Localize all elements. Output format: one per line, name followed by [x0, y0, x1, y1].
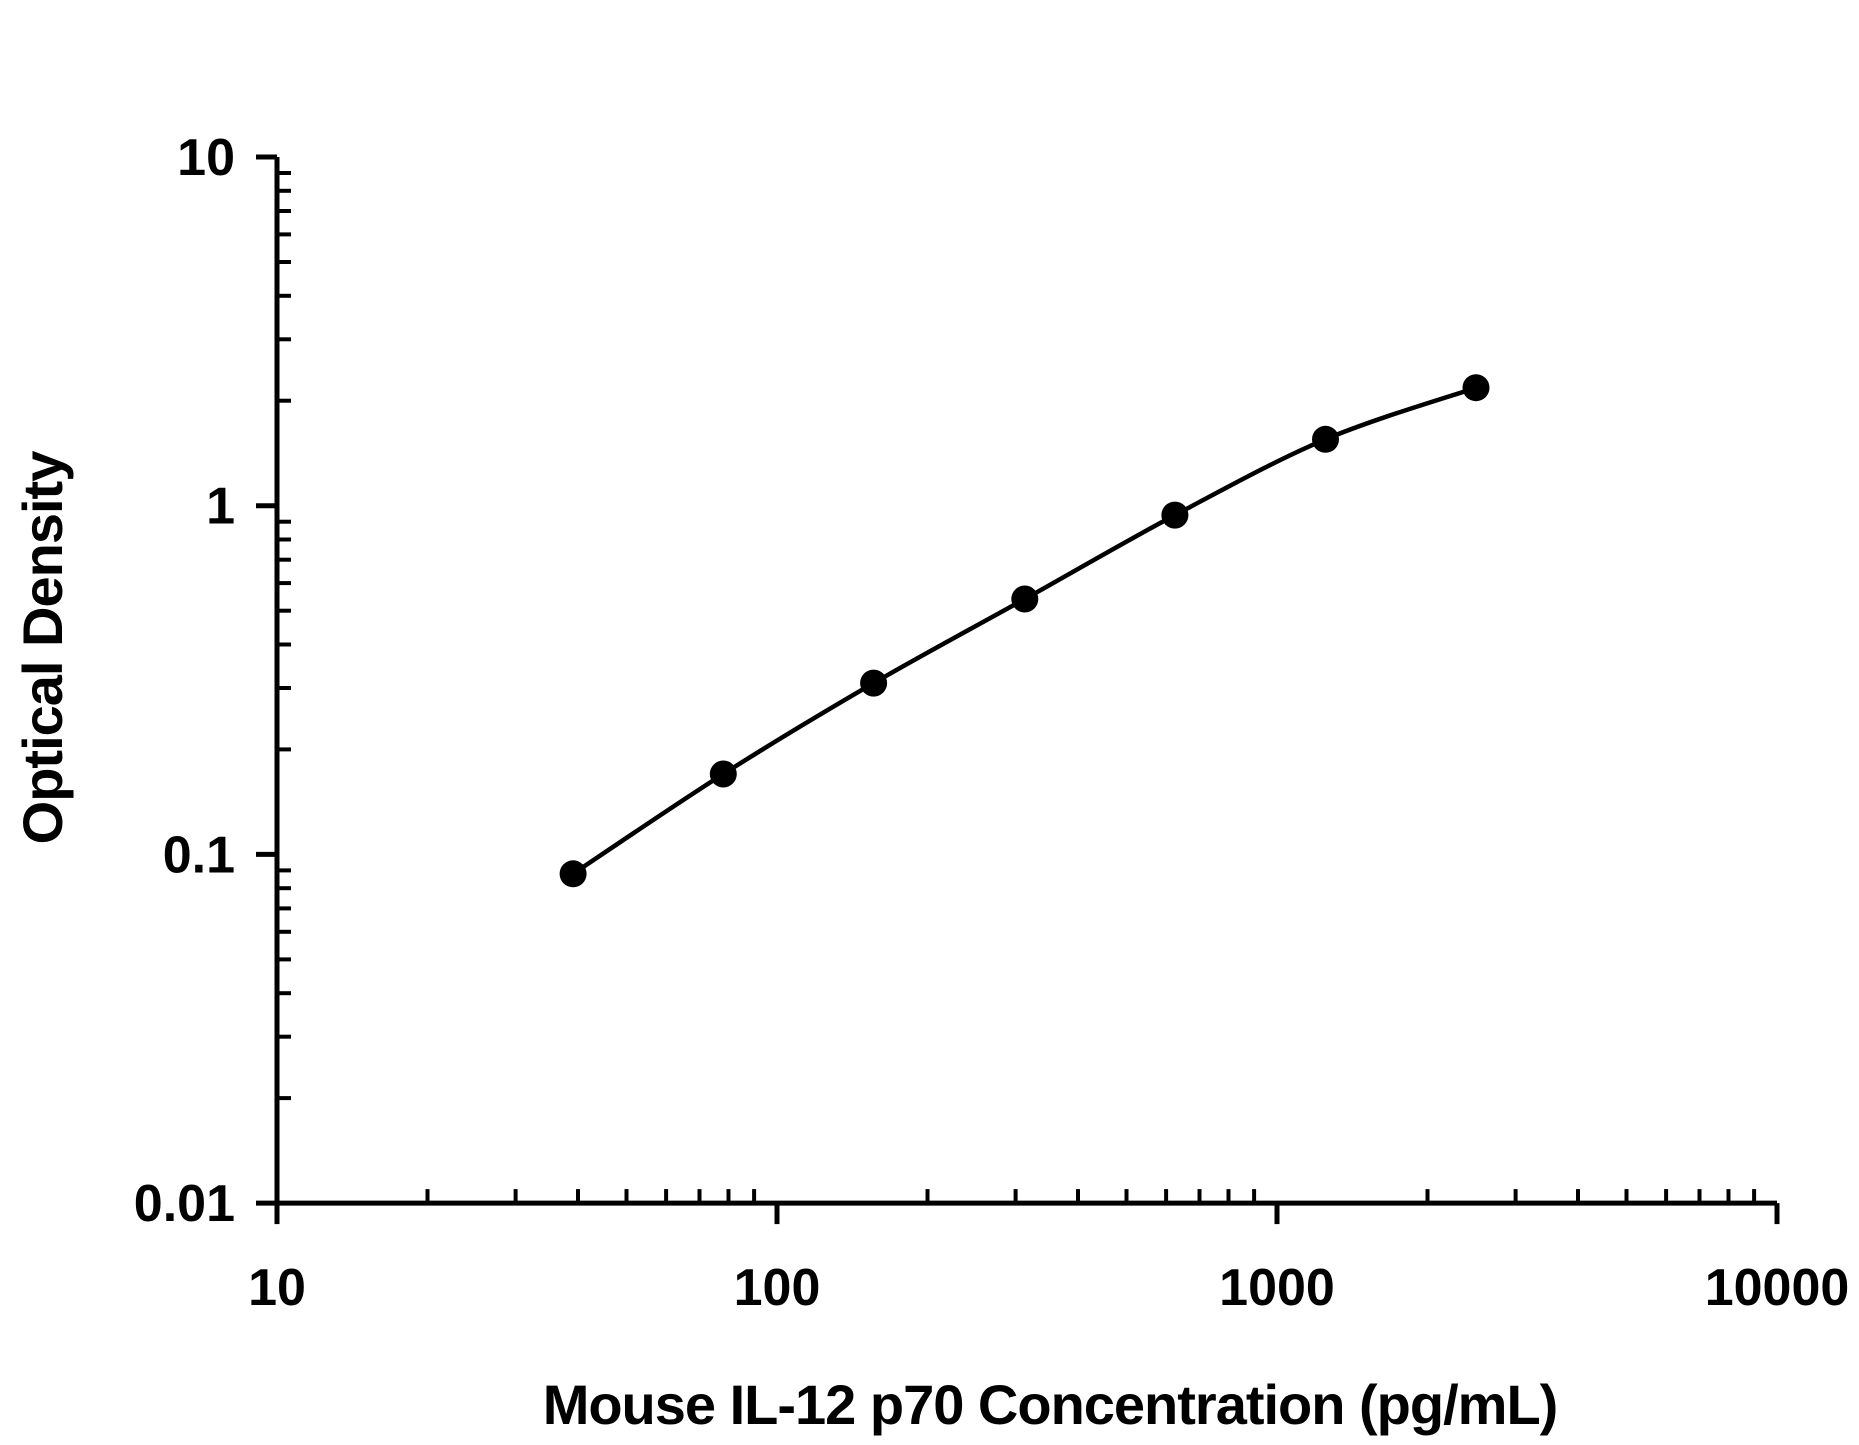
standard-curve-line [571, 385, 1477, 876]
axes-layer [274, 157, 1777, 1206]
x-tick-label: 10000 [1705, 1259, 1850, 1317]
data-point [1161, 501, 1189, 529]
y-tick-label: 1 [206, 478, 235, 536]
data-series-layer [559, 374, 1490, 888]
y-tick-label: 0.01 [134, 1175, 235, 1233]
data-point [1312, 425, 1339, 453]
data-point [559, 860, 587, 888]
axis-ticks-layer [256, 154, 1780, 1225]
x-tick-label: 10 [248, 1259, 306, 1317]
x-axis-title: Mouse IL-12 p70 Concentration (pg/mL) [543, 1373, 1558, 1436]
data-point [1011, 585, 1039, 613]
data-point [860, 669, 888, 697]
y-tick-label: 0.1 [163, 826, 235, 884]
data-point [1462, 374, 1490, 402]
data-point [709, 760, 737, 788]
y-axis-title: Optical Density [11, 451, 74, 845]
x-tick-label: 100 [734, 1259, 821, 1317]
tick-labels-layer: 10 100 1000 10000 0.01 0.1 1 10 [134, 129, 1850, 1317]
y-tick-label: 10 [177, 129, 235, 187]
x-tick-label: 1000 [1219, 1259, 1335, 1317]
